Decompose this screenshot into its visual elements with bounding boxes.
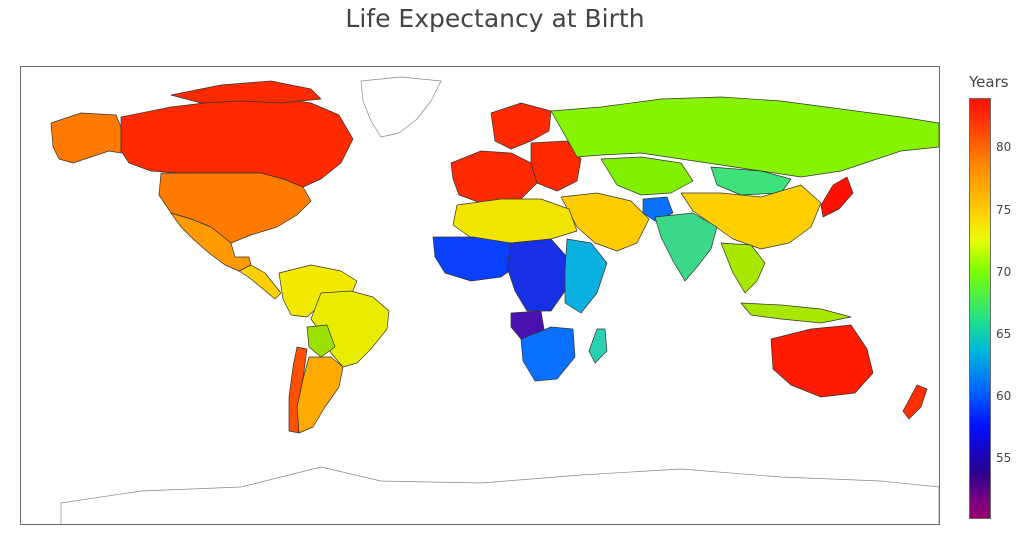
colorbar-tick: 75 xyxy=(996,203,1012,217)
region-united-states xyxy=(158,172,312,244)
region-japan xyxy=(820,176,854,218)
colorbar-tick: 65 xyxy=(996,327,1012,341)
region-north-africa xyxy=(452,198,578,244)
region-alaska xyxy=(50,112,122,164)
region-chile xyxy=(288,346,308,434)
region-india xyxy=(654,212,718,282)
region-madagascar xyxy=(588,328,608,364)
colorbar-tick: 55 xyxy=(996,451,1012,465)
map-title: Life Expectancy at Birth xyxy=(345,4,645,33)
map-plot-area[interactable] xyxy=(20,66,940,525)
region-canada-arctic xyxy=(170,80,322,104)
region-middle-east xyxy=(560,192,650,252)
region-antarctica xyxy=(60,466,939,524)
region-bolivia xyxy=(306,324,336,358)
colorbar xyxy=(969,98,991,519)
region-kazakhstan xyxy=(600,156,694,196)
world-map[interactable] xyxy=(21,67,940,525)
legend-title: Years xyxy=(969,73,1009,91)
region-western-europe xyxy=(450,150,538,206)
colorbar-tick: 70 xyxy=(996,265,1012,279)
region-east-africa xyxy=(564,238,608,314)
region-russia xyxy=(550,96,939,178)
region-scandinavia xyxy=(490,102,552,150)
colorbar-tick: 60 xyxy=(996,389,1012,403)
colorbar-tick: 80 xyxy=(996,140,1012,154)
region-southeast-asia xyxy=(720,242,766,294)
region-indonesia xyxy=(740,302,852,324)
region-greenland xyxy=(360,76,442,138)
region-eastern-europe xyxy=(530,140,582,192)
region-central-america xyxy=(238,264,282,300)
region-australia xyxy=(770,324,874,398)
region-central-africa xyxy=(506,238,568,312)
region-southern-africa xyxy=(520,326,576,382)
region-west-africa xyxy=(432,236,522,282)
region-new-zealand xyxy=(902,384,928,420)
